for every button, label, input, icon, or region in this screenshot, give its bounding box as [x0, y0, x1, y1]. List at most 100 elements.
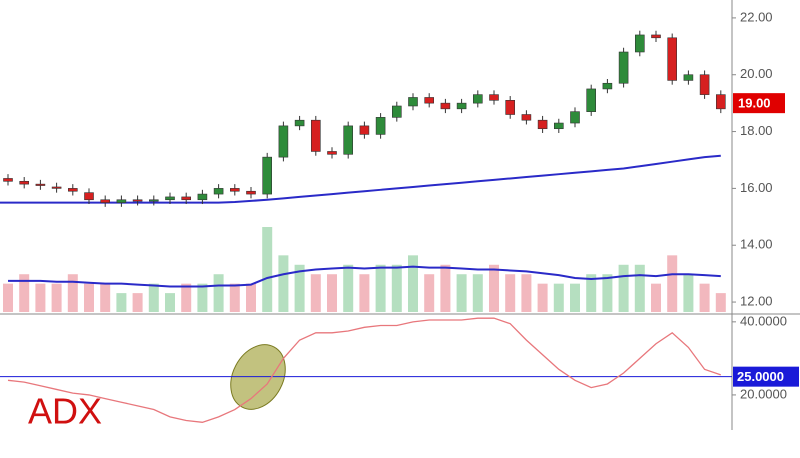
volume-bar [100, 283, 111, 312]
volume-bar [375, 264, 386, 312]
volume-bar [634, 264, 645, 312]
volume-bar [19, 274, 30, 312]
candle-body [408, 97, 418, 107]
candle-body [683, 74, 694, 81]
volume-bar [294, 264, 305, 312]
volume-bar [165, 293, 175, 312]
candle-body [19, 180, 30, 185]
candle-body [132, 199, 143, 202]
candle-body [521, 114, 532, 121]
candle-body [456, 102, 467, 110]
volume-bar [327, 274, 337, 312]
volume-bar [132, 293, 143, 312]
candle-body [246, 190, 256, 195]
candle-body [553, 122, 564, 130]
candle-body [699, 74, 710, 95]
volume-bar [3, 283, 13, 312]
y-tick-label: 20.00 [740, 66, 773, 81]
candle-body [197, 193, 208, 201]
volume-bar [51, 283, 62, 312]
volume-bar [553, 283, 564, 312]
volume-bar [699, 283, 710, 312]
candle-body [327, 151, 337, 155]
candle-body [165, 196, 175, 201]
volume-bar [715, 293, 726, 312]
candle-body [505, 100, 516, 115]
y-tick-label: 16.00 [740, 180, 773, 195]
y-tick-label: 12.00 [740, 293, 773, 308]
candle-body [100, 199, 110, 203]
candle-body [424, 97, 435, 104]
candle-body [472, 94, 483, 104]
volume-bar [148, 283, 159, 312]
candle-body [537, 119, 548, 130]
candle-body [570, 111, 580, 124]
candle-body [586, 88, 597, 112]
volume-bar [440, 264, 451, 312]
volume-bar [262, 227, 273, 312]
volume-bar [359, 274, 370, 312]
volume-bar [618, 264, 629, 312]
volume-bar [181, 283, 192, 312]
volume-bar [197, 283, 208, 312]
price-marker-label: 19.00 [738, 96, 771, 111]
volume-bar [84, 283, 94, 312]
value-marker-label: 25.0000 [737, 369, 784, 384]
candle-body [375, 117, 386, 135]
candle-body [651, 34, 661, 39]
volume-bar [456, 274, 467, 312]
indicator-title: ADX [28, 391, 102, 432]
candle-body [343, 125, 354, 155]
volume-bar [35, 283, 46, 312]
volume-bar [229, 283, 240, 312]
candle-body [440, 102, 451, 110]
candle-body [68, 188, 78, 192]
volume-bar [683, 274, 694, 312]
candle-body [213, 188, 224, 195]
volume-bar [489, 264, 499, 312]
moving-average-line [0, 154, 721, 204]
candle-body [489, 94, 499, 101]
candle-body [667, 37, 678, 81]
volume-bar [408, 255, 418, 312]
volume-bar [67, 274, 78, 312]
y-tick-label: 40.0000 [740, 313, 787, 328]
y-tick-label: 14.00 [740, 237, 773, 252]
candle-body [359, 125, 370, 135]
volume-bar [505, 274, 516, 312]
candle-body [51, 186, 62, 189]
volume-bar [472, 274, 483, 312]
candle-body [294, 119, 305, 127]
volume-bar [213, 274, 224, 312]
volume-bar [586, 274, 597, 312]
volume-bar [537, 283, 548, 312]
y-tick-label: 22.00 [740, 9, 773, 24]
volume-bar [602, 274, 613, 312]
volume-bar [391, 264, 402, 312]
candle-body [634, 34, 645, 53]
volume-bar [343, 264, 354, 312]
volume-bar [570, 283, 580, 312]
candle-body [278, 125, 289, 158]
volume-average-line [8, 265, 721, 288]
candle-body [230, 188, 240, 192]
candle-body [84, 192, 94, 201]
candle-body [181, 196, 191, 201]
volume-bar [310, 274, 321, 312]
candle-body [262, 156, 273, 195]
candle-body [715, 94, 726, 110]
volume-bar [651, 283, 661, 312]
candle-body [602, 82, 613, 90]
volume-bar [424, 274, 435, 312]
candle-body [618, 51, 629, 84]
candle-body [149, 199, 159, 202]
volume-bar [521, 274, 532, 312]
volume-bar [116, 293, 127, 312]
volume-bar [278, 255, 289, 312]
y-tick-label: 20.0000 [740, 386, 787, 401]
candle-body [116, 199, 127, 203]
price-marker [733, 93, 785, 114]
candle-body [391, 105, 402, 118]
